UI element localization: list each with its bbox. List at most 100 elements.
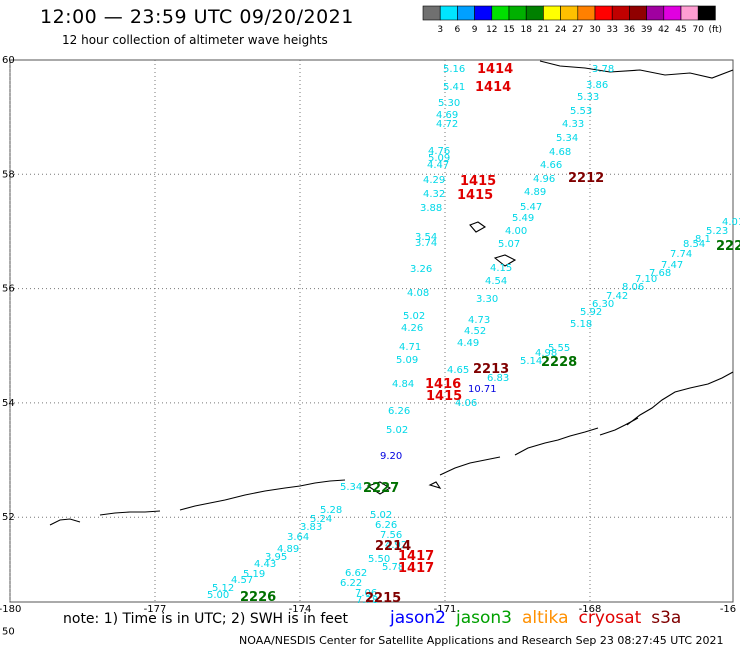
track-id-label: 2212 (568, 171, 604, 186)
wave-height-colorbar: 3 6 9 12 15 18 21 24 27 30 33 36 39 42 45 70 (ft) (422, 5, 722, 35)
wave-height-value: 5.09 (396, 355, 418, 366)
wave-height-value: 5.12 (212, 583, 234, 594)
wave-height-value: 7.56 (380, 530, 402, 541)
wave-height-value: 4.89 (277, 544, 299, 555)
track-id-label: 1416 (425, 377, 461, 392)
longitude-label: -16 (720, 604, 736, 615)
coastline (626, 371, 734, 426)
colorbar-tick-label: 15 (503, 25, 514, 35)
wave-height-value: 6.83 (487, 373, 509, 384)
colorbar-tick-label: 39 (641, 25, 653, 35)
wave-height-value: 4.08 (407, 288, 429, 299)
wave-height-value: 6.22 (340, 578, 362, 589)
wave-height-value: 4.89 (524, 187, 546, 198)
wave-height-value: 4.76 (428, 146, 450, 157)
coastline (493, 254, 517, 267)
track-id-label: 1414 (475, 80, 511, 95)
coastline (99, 510, 161, 516)
colorbar-tick-label: 21 (538, 25, 549, 35)
wave-height-value: 5.49 (512, 213, 534, 224)
wave-height-value: 8.06 (622, 282, 644, 293)
wave-height-value: 6.62 (345, 568, 367, 579)
track-id-label: 2215 (365, 591, 401, 606)
legend-item-jason2: jason2 (390, 608, 446, 628)
wave-height-value: 4.47 (427, 160, 449, 171)
wave-height-value: 4.26 (401, 323, 423, 334)
wave-height-value: 4.98 (535, 348, 557, 359)
wave-height-value: 7.06 (355, 588, 377, 599)
wave-height-value: 4.54 (485, 276, 507, 287)
wave-height-value: 4.72 (436, 119, 458, 130)
wave-height-value: 3.88 (420, 203, 442, 214)
wave-height-value: 4.57 (231, 575, 253, 586)
wave-height-value: 5.02 (386, 425, 408, 436)
map-frame (9, 59, 734, 603)
wave-height-value: 7.78 (356, 595, 378, 606)
track-id-label: 1415 (426, 389, 462, 404)
colorbar-tick-label: 6 (455, 25, 461, 35)
coastline (366, 481, 392, 495)
wave-height-value: 5.34 (556, 133, 578, 144)
wave-height-value: 3.74 (415, 238, 437, 249)
longitude-label: -168 (579, 604, 602, 615)
wave-height-value: 4.69 (436, 110, 458, 121)
colorbar-tick-label: 24 (555, 25, 567, 35)
longitude-label: -177 (144, 604, 167, 615)
wave-height-value: 6.26 (375, 520, 397, 531)
colorbar-tick-label: 36 (624, 25, 636, 35)
wave-height-value: 4.73 (468, 315, 490, 326)
wave-height-value: 5.30 (438, 98, 460, 109)
colorbar-tick-label: 12 (486, 25, 497, 35)
wave-height-value: 4.68 (549, 147, 571, 158)
colorbar-tick-label: 3 (437, 25, 443, 35)
wave-height-value: 5.23 (706, 226, 728, 237)
wave-height-value: 4.65 (447, 365, 469, 376)
track-id-label: 222 (716, 239, 740, 254)
longitude-label: -171 (434, 604, 457, 615)
wave-height-value: 8.54 (683, 239, 705, 250)
track-id-label: 2227 (363, 481, 399, 496)
wave-height-value: 7.42 (606, 291, 628, 302)
credit-line: NOAA/NESDIS Center for Satellite Applica… (239, 634, 724, 647)
wave-height-value: 3.78 (592, 64, 614, 75)
track-id-label: 1417 (398, 561, 434, 576)
latitude-label: 50 (2, 627, 15, 638)
wave-height-value: 5.28 (320, 505, 342, 516)
colorbar-tick-label: 18 (520, 25, 532, 35)
wave-height-value: 3.83 (300, 522, 322, 533)
coastline (439, 456, 501, 476)
colorbar-tick-label: 30 (589, 25, 601, 35)
wave-height-value: 5.14 (520, 356, 542, 367)
wave-height-value: 5.00 (207, 590, 229, 601)
wave-height-value: 5.16 (443, 64, 465, 75)
wave-height-value: 7.10 (635, 274, 657, 285)
wave-height-value: 5.34 (340, 482, 362, 493)
colorbar-swatch (697, 5, 716, 21)
latitude-label: 58 (2, 169, 15, 180)
track-id-label: 2228 (541, 355, 577, 370)
track-id-label: 1415 (460, 174, 496, 189)
colorbar-tick-label: 27 (572, 25, 583, 35)
longitude-label: -174 (289, 604, 312, 615)
longitude-label: -180 (0, 604, 21, 615)
track-id-label: 2213 (473, 362, 509, 377)
wave-height-value: 3.26 (410, 264, 432, 275)
wave-height-value: 5.78 (382, 562, 404, 573)
coastline (224, 479, 346, 501)
wave-height-value: 5.09 (428, 153, 450, 164)
legend-item-cryosat: cryosat (578, 608, 642, 628)
wave-height-value: 4.96 (533, 174, 555, 185)
colorbar-unit: (ft) (708, 25, 722, 35)
map-title: 12:00 — 23:59 UTC 09/20/2021 (40, 6, 354, 28)
wave-height-value: 4.71 (399, 342, 421, 353)
latitude-label: 56 (2, 284, 15, 295)
coastline (469, 221, 487, 233)
legend-item-jason3: jason3 (456, 608, 512, 628)
wave-height-value: 4.52 (464, 326, 486, 337)
coastline (599, 417, 639, 436)
latitude-label: 54 (2, 398, 15, 409)
colorbar-tick-label: 45 (675, 25, 686, 35)
coastline (514, 427, 599, 456)
colorbar-tick-label: 70 (692, 25, 704, 35)
